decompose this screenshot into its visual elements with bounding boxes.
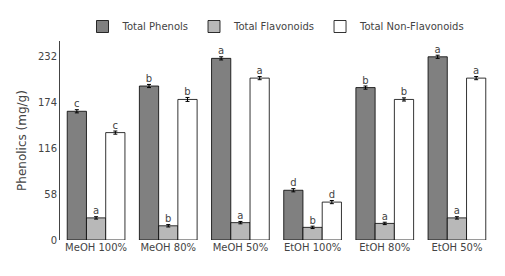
svg-text:d: d (329, 189, 335, 200)
svg-text:a: a (218, 45, 224, 56)
svg-text:Phenolics (mg/g): Phenolics (mg/g) (15, 90, 29, 191)
svg-text:0: 0 (51, 235, 57, 246)
svg-text:EtOH 100%: EtOH 100% (284, 242, 341, 253)
svg-text:a: a (454, 205, 460, 216)
svg-text:Total Non-Flavonoids: Total Non-Flavonoids (359, 21, 464, 32)
svg-text:b: b (401, 86, 407, 97)
svg-text:Total Flavonoids: Total Flavonoids (233, 21, 314, 32)
svg-text:MeOH 80%: MeOH 80% (140, 242, 196, 253)
svg-text:a: a (435, 44, 441, 55)
svg-text:d: d (290, 177, 296, 188)
svg-text:a: a (93, 205, 99, 216)
svg-text:a: a (237, 210, 243, 221)
svg-text:a: a (473, 65, 479, 76)
svg-text:MeOH 100%: MeOH 100% (65, 242, 127, 253)
svg-text:EtOH 50%: EtOH 50% (431, 242, 482, 253)
svg-text:b: b (184, 86, 190, 97)
svg-text:b: b (146, 73, 152, 84)
svg-text:58: 58 (44, 189, 57, 200)
svg-text:c: c (113, 120, 119, 131)
svg-text:b: b (362, 75, 368, 86)
svg-text:EtOH 80%: EtOH 80% (359, 242, 410, 253)
svg-text:MeOH 50%: MeOH 50% (213, 242, 269, 253)
svg-text:b: b (165, 213, 171, 224)
svg-text:a: a (382, 211, 388, 222)
svg-text:b: b (309, 215, 315, 226)
svg-text:116: 116 (38, 143, 57, 154)
svg-text:Total Phenols: Total Phenols (122, 21, 189, 32)
svg-text:174: 174 (38, 97, 57, 108)
svg-text:a: a (257, 65, 263, 76)
svg-text:232: 232 (38, 51, 57, 62)
svg-text:c: c (74, 98, 80, 109)
